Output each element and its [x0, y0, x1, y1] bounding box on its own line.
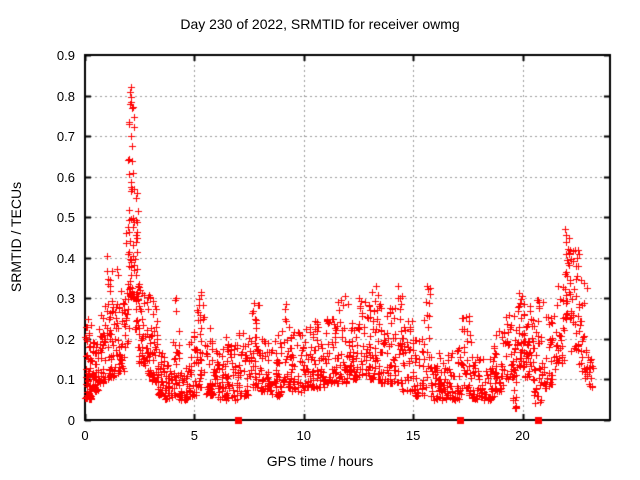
- y-tick-label: 0.1: [56, 372, 75, 388]
- y-axis-label: SRMTID / TECUs: [8, 181, 24, 293]
- y-tick-label: 0.3: [56, 291, 75, 307]
- y-tick-label: 0: [67, 413, 75, 428]
- x-tick-label: 20: [515, 428, 530, 443]
- chart-title: Day 230 of 2022, SRMTID for receiver owm…: [180, 16, 460, 32]
- y-tick-label: 0.9: [56, 48, 75, 63]
- y-tick-label: 0.5: [56, 210, 75, 226]
- x-tick-label: 0: [81, 428, 89, 443]
- x-tick-label: 5: [190, 428, 198, 443]
- y-tick-label: 0.4: [56, 250, 75, 266]
- y-tick-label: 0.2: [56, 331, 75, 347]
- y-tick-label: 0.8: [56, 88, 75, 104]
- y-tick-label: 0.7: [56, 129, 75, 145]
- x-axis-label: GPS time / hours: [266, 453, 374, 469]
- y-tick-label: 0.6: [56, 169, 75, 185]
- x-tick-label: 10: [296, 428, 311, 443]
- x-tick-label: 15: [405, 428, 421, 443]
